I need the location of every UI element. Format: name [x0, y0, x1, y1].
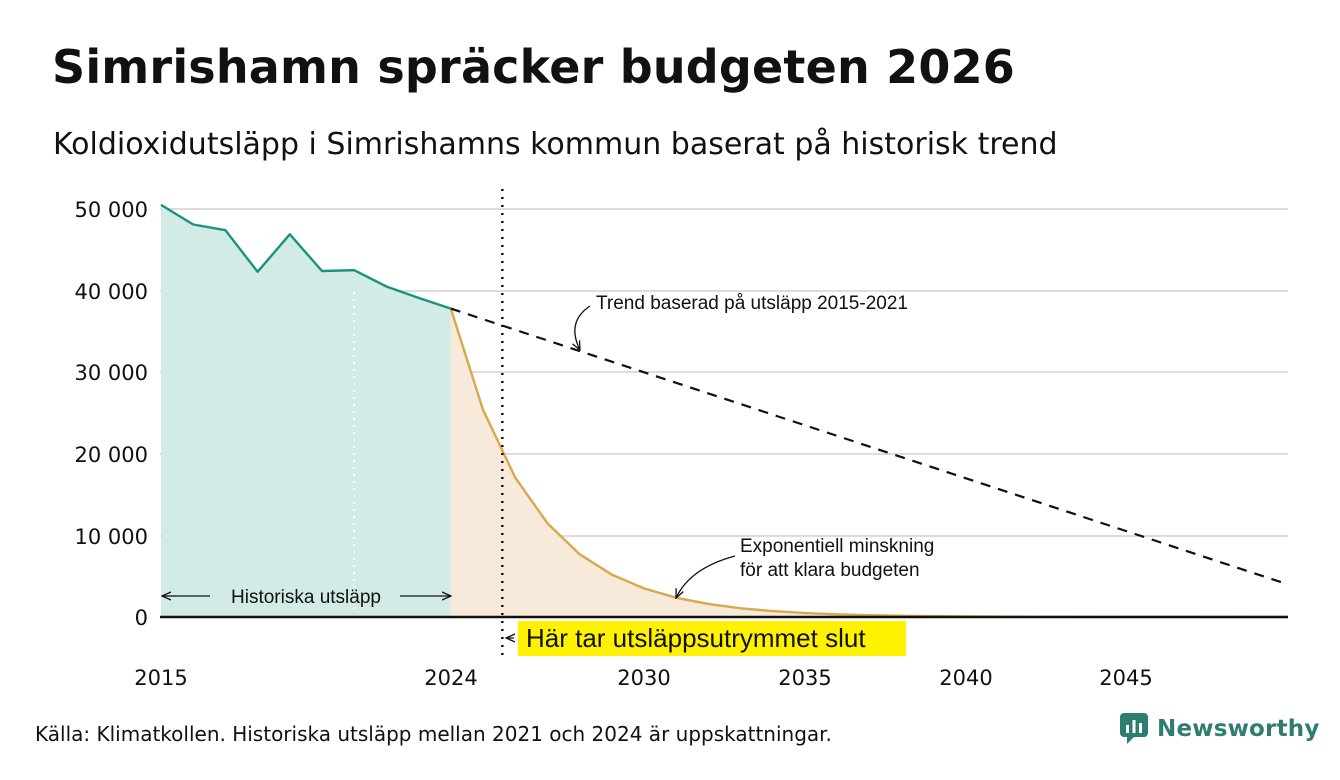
y-tick-label: 20 000 [75, 443, 148, 467]
y-axis-labels: 0 10 000 20 000 30 000 40 000 50 000 [75, 198, 148, 630]
budget-end-label: Här tar utsläppsutrymmet slut [526, 623, 866, 653]
historical-range-annotation: Historiska utsläpp [162, 587, 451, 608]
x-tick-label: 2035 [778, 666, 831, 690]
budget-label-line1: Exponentiell minskning [740, 536, 934, 557]
budget-reduction-area [450, 308, 1288, 617]
trend-label: Trend baserad på utsläpp 2015-2021 [596, 293, 908, 314]
brand-name: Newsworthy [1157, 716, 1320, 742]
y-tick-label: 30 000 [75, 361, 148, 385]
x-tick-label: 2030 [617, 666, 670, 690]
budget-end-annotation: Här tar utsläppsutrymmet slut [506, 621, 906, 656]
trend-projection-line [450, 307, 1289, 586]
x-tick-label: 2015 [134, 666, 187, 690]
budget-pointer-arrow-icon [676, 555, 736, 598]
budget-label-line2: för att klara budgeten [740, 560, 920, 581]
newsworthy-logo-icon [1120, 713, 1148, 744]
source-note: Källa: Klimatkollen. Historiska utsläpp … [35, 722, 832, 746]
y-tick-label: 0 [135, 606, 148, 630]
y-tick-label: 40 000 [75, 280, 148, 304]
historical-label: Historiska utsläpp [231, 587, 381, 608]
x-axis-labels: 2015 2024 2030 2035 2040 2045 [134, 666, 1152, 690]
trend-pointer-arrow-icon [575, 305, 591, 350]
x-tick-label: 2024 [424, 666, 477, 690]
budget-end-highlight [518, 621, 906, 656]
x-tick-label: 2040 [939, 666, 992, 690]
historical-emissions-area [161, 204, 451, 617]
trend-annotation: Trend baserad på utsläpp 2015-2021 [575, 293, 908, 350]
historical-emissions-line [160, 203, 452, 310]
x-tick-label: 2045 [1099, 666, 1152, 690]
brand-logo[interactable]: Newsworthy [1119, 712, 1320, 746]
chart-title: Simrishamn spräcker budgeten 2026 [52, 40, 1016, 94]
chart-subtitle: Koldioxidutsläpp i Simrishamns kommun ba… [53, 127, 1058, 162]
budget-annotation: Exponentiell minskning för att klara bud… [676, 536, 934, 598]
y-tick-label: 50 000 [75, 198, 148, 222]
y-tick-label: 10 000 [75, 525, 148, 549]
